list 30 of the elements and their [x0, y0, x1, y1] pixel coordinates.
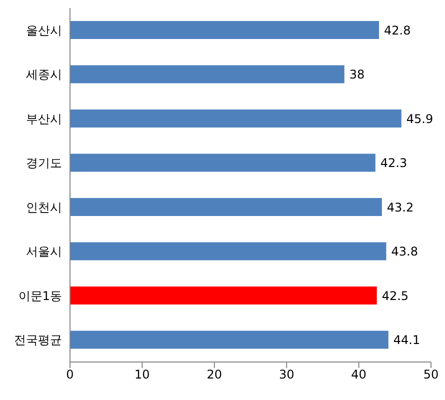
- data-label: 44.1: [393, 333, 420, 348]
- data-label: 45.9: [406, 112, 434, 126]
- x-tick-label: 0: [66, 368, 74, 382]
- y-tick-label: 경기도: [26, 156, 62, 170]
- x-tick-label: 40: [351, 368, 366, 382]
- data-label: 42.3: [380, 156, 408, 170]
- y-tick-label: 이문1동: [18, 288, 62, 303]
- y-tick-label: 인천시: [26, 200, 62, 214]
- bar: [70, 286, 377, 304]
- x-tick-label: 30: [278, 368, 294, 382]
- bar: [70, 65, 344, 84]
- bar: [70, 110, 402, 128]
- bar: [70, 242, 386, 260]
- y-tick-label: 세종시: [26, 68, 62, 82]
- data-label: 42.8: [384, 23, 411, 38]
- data-label: 38: [349, 68, 365, 82]
- data-label: 42.5: [382, 288, 409, 303]
- bar: [70, 198, 382, 216]
- x-tick-label: 50: [423, 368, 439, 382]
- x-tick-label: 20: [206, 368, 222, 382]
- data-label: 43.2: [386, 200, 414, 214]
- bar: [70, 154, 376, 172]
- data-label: 43.8: [391, 244, 418, 259]
- y-tick-label: 부산시: [26, 112, 62, 126]
- y-tick-label: 전국평균: [14, 333, 62, 348]
- x-tick-label: 10: [134, 368, 150, 382]
- y-tick-label: 서울시: [26, 244, 62, 259]
- y-tick-label: 울산시: [26, 23, 62, 38]
- bar: [70, 21, 380, 39]
- bar: [70, 330, 388, 349]
